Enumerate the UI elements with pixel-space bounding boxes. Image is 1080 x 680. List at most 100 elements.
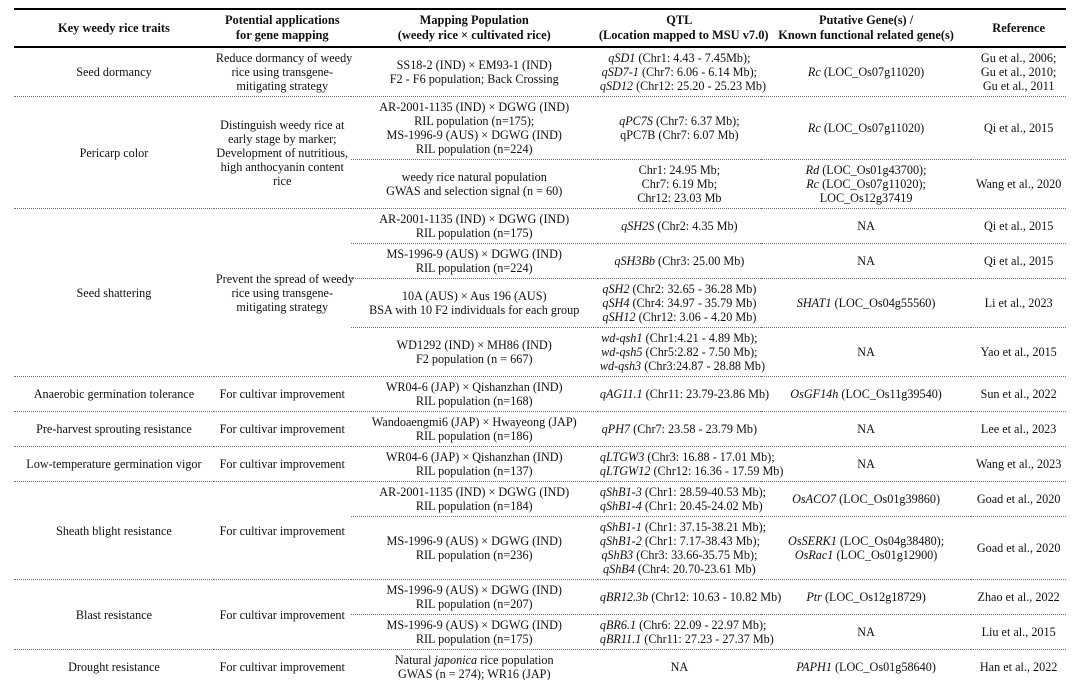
application-cell: For cultivar improvement (213, 579, 351, 650)
qtl-cell: qBR6.1 (Chr6: 22.09 - 22.97 Mb); qBR11.1 … (597, 614, 774, 650)
genes-cell: Rc (LOC_Os07g11020) (760, 96, 972, 160)
reference-cell: Li et al., 2023 (971, 278, 1066, 328)
genes-cell: PAPH1 (LOC_Os01g58640) (760, 649, 972, 680)
application-cell: Distinguish weedy rice at early stage by … (213, 96, 351, 209)
table-row: Low-temperature germination vigor For cul… (14, 446, 1066, 482)
table-row: weedy rice natural population GWAS and se… (14, 159, 1066, 209)
genes-cell: Rc (LOC_Os07g11020) (807, 65, 925, 79)
reference-cell: Wang et al., 2023 (971, 446, 1066, 482)
population-cell: AR-2001-1135 (IND) × DGWG (IND) RIL popul… (350, 208, 598, 244)
table-row: MS-1996-9 (AUS) × DGWG (IND) RIL populati… (14, 614, 1066, 650)
qtl-cell: qLTGW3 (Chr3: 16.88 - 17.01 Mb); qLTGW12 … (597, 446, 783, 482)
column-header-genes: Putative Gene(s) / Known functional relat… (760, 9, 972, 48)
qtl-cell: qSH2S (Chr2: 4.35 Mb) (597, 208, 761, 244)
population-cell: Wandoaengmi6 (JAP) × Hwayeong (JAP) RIL p… (350, 411, 598, 447)
table-body: Seed dormancy Reduce dormancy of weedy ric… (14, 47, 1066, 680)
reference-cell: Qi et al., 2015 (971, 96, 1066, 160)
genes-cell: NA (760, 327, 972, 377)
population-cell: weedy rice natural population GWAS and se… (350, 159, 598, 209)
genes-cell: OsGF14h (LOC_Os11g39540) (760, 376, 972, 412)
trait-cell: Blast resistance (14, 579, 214, 650)
application-cell: Prevent the spread of weedy rice using tr… (213, 208, 354, 377)
reference-cell: Lee et al., 2023 (971, 411, 1066, 447)
qtl-cell: qPC7S (Chr7: 6.37 Mb); qPC7B (Chr7: 6.07 … (597, 96, 761, 160)
reference-cell: Han et al., 2022 (971, 649, 1066, 680)
application-cell: For cultivar improvement (213, 411, 351, 447)
application-cell: Reduce dormancy of weedy rice using trans… (215, 51, 353, 93)
population-cell: MS-1996-9 (AUS) × DGWG (IND) RIL populati… (350, 614, 598, 650)
column-header-reference: Reference (971, 9, 1066, 48)
genes-cell: Ptr (LOC_Os12g18729) (760, 579, 972, 615)
trait-cell: Low-temperature germination vigor (14, 446, 214, 482)
qtl-cell: qShB1-1 (Chr1: 37.15-38.21 Mb); qShB1-2 (… (597, 516, 766, 580)
genes-cell: SHAT1 (LOC_Os04g55560) (760, 278, 972, 328)
reference-cell: Qi et al., 2015 (971, 208, 1066, 244)
column-header-qtl: QTL (Location mapped to MSU v7.0) (597, 9, 769, 48)
population-cell: AR-2001-1135 (IND) × DGWG (IND) RIL popul… (350, 481, 598, 517)
trait-cell: Seed shattering (14, 208, 214, 377)
genes-cell: Rd (LOC_Os01g43700); Rc (LOC_Os07g11020);… (760, 159, 972, 209)
genes-cell: NA (760, 411, 972, 447)
population-cell: AR-2001-1135 (IND) × DGWG (IND) RIL popul… (350, 96, 598, 160)
table-row: Seed shattering Prevent the spread of wee… (14, 208, 1066, 377)
table-row: WD1292 (IND) × MH86 (IND) F2 population (… (14, 327, 1066, 377)
column-header-traits: Key weedy rice traits (14, 9, 214, 48)
reference-cell: Sun et al., 2022 (971, 376, 1066, 412)
table-row: Seed dormancy Reduce dormancy of weedy ric… (14, 47, 1066, 97)
qtl-cell: qSH3Bb (Chr3: 25.00 Mb) (597, 243, 761, 279)
population-cell: WR04-6 (JAP) × Qishanzhan (IND) RIL popul… (350, 446, 598, 482)
population-cell: MS-1996-9 (AUS) × DGWG (IND) RIL populati… (350, 243, 598, 279)
qtl-cell: qSH2 (Chr2: 32.65 - 36.28 Mb) qSH4 (Chr4:… (597, 278, 761, 328)
application-cell: For cultivar improvement (213, 446, 351, 482)
reference-cell: Goad et al., 2020 (971, 516, 1066, 580)
population-cell: WR04-6 (JAP) × Qishanzhan (IND) RIL popul… (350, 376, 598, 412)
trait-cell: Pre-harvest sprouting resistance (14, 411, 214, 447)
table-row: Anaerobic germination tolerance For culti… (14, 376, 1066, 412)
genes-cell: OsACO7 (LOC_Os01g39860) (760, 481, 972, 517)
qtl-cell: Chr1: 24.95 Mb; Chr7: 6.19 Mb; Chr12: 23.0… (597, 159, 761, 209)
qtl-cell: qAG11.1 (Chr11: 23.79-23.86 Mb) (597, 376, 769, 412)
trait-cell: Anaerobic germination tolerance (14, 376, 214, 412)
qtl-cell: NA (597, 649, 761, 680)
trait-cell: Sheath blight resistance (14, 481, 214, 580)
genes-cell: NA (760, 208, 972, 244)
qtl-cell: qSD1 (Chr1: 4.43 - 7.45Mb); qSD7-1 (Chr7:… (599, 51, 767, 93)
reference-cell: Zhao et al., 2022 (971, 579, 1066, 615)
header-row: Key weedy rice traits Potential applicati… (14, 9, 1066, 48)
table-row: Pericarp color Distinguish weedy rice at e… (14, 96, 1066, 209)
column-header-population: Mapping Population (weedy rice × cultivat… (350, 9, 598, 48)
reference-cell: Wang et al., 2020 (971, 159, 1066, 209)
application-cell: For cultivar improvement (213, 481, 351, 580)
genes-cell: OsSERK1 (LOC_Os04g38480); OsRac1 (LOC_Os0… (760, 516, 972, 580)
reference-cell: Gu et al., 2006; Gu et al., 2010; Gu et al… (980, 51, 1057, 93)
reference-cell: Liu et al., 2015 (971, 614, 1066, 650)
table-row: MS-1996-9 (AUS) × DGWG (IND) RIL populati… (14, 516, 1066, 580)
genes-cell: NA (760, 243, 972, 279)
table-row: Pre-harvest sprouting resistance For cult… (14, 411, 1066, 447)
application-cell: For cultivar improvement (213, 649, 351, 680)
table-row: MS-1996-9 (AUS) × DGWG (IND) RIL populati… (14, 243, 1066, 279)
qtl-cell: qBR12.3b (Chr12: 10.63 - 10.82 Mb) (597, 579, 781, 615)
qtl-cell: wd-qsh1 (Chr1:4.21 - 4.89 Mb); wd-qsh5 (C… (597, 327, 765, 377)
table-row: 10A (AUS) × Aus 196 (AUS) BSA with 10 F2 … (14, 278, 1066, 328)
qtl-mapping-table: Key weedy rice traits Potential applicati… (14, 8, 1066, 680)
qtl-cell: qPH7 (Chr7: 23.58 - 23.79 Mb) (597, 411, 761, 447)
qtl-cell: qShB1-3 (Chr1: 28.59-40.53 Mb); qShB1-4 (… (597, 481, 766, 517)
table-row: Blast resistance For cultivar improvement… (14, 579, 1066, 650)
genes-cell: NA (760, 614, 972, 650)
application-cell: For cultivar improvement (213, 376, 351, 412)
reference-cell: Qi et al., 2015 (971, 243, 1066, 279)
population-cell: SS18-2 (IND) × EM93-1 (IND) F2 - F6 popul… (389, 58, 559, 86)
population-cell: MS-1996-9 (AUS) × DGWG (IND) RIL populati… (350, 579, 598, 615)
population-cell: WD1292 (IND) × MH86 (IND) F2 population (… (350, 327, 598, 377)
column-header-application: Potential applications for gene mapping (213, 9, 351, 48)
reference-cell: Goad et al., 2020 (971, 481, 1066, 517)
trait-cell: Seed dormancy (76, 65, 152, 79)
trait-cell: Drought resistance (14, 649, 214, 680)
reference-cell: Yao et al., 2015 (971, 327, 1066, 377)
trait-cell: Pericarp color (14, 96, 214, 209)
table-row: Sheath blight resistance For cultivar imp… (14, 481, 1066, 580)
population-cell: Natural japonica rice population GWAS (n … (350, 649, 598, 680)
genes-cell: NA (760, 446, 972, 482)
